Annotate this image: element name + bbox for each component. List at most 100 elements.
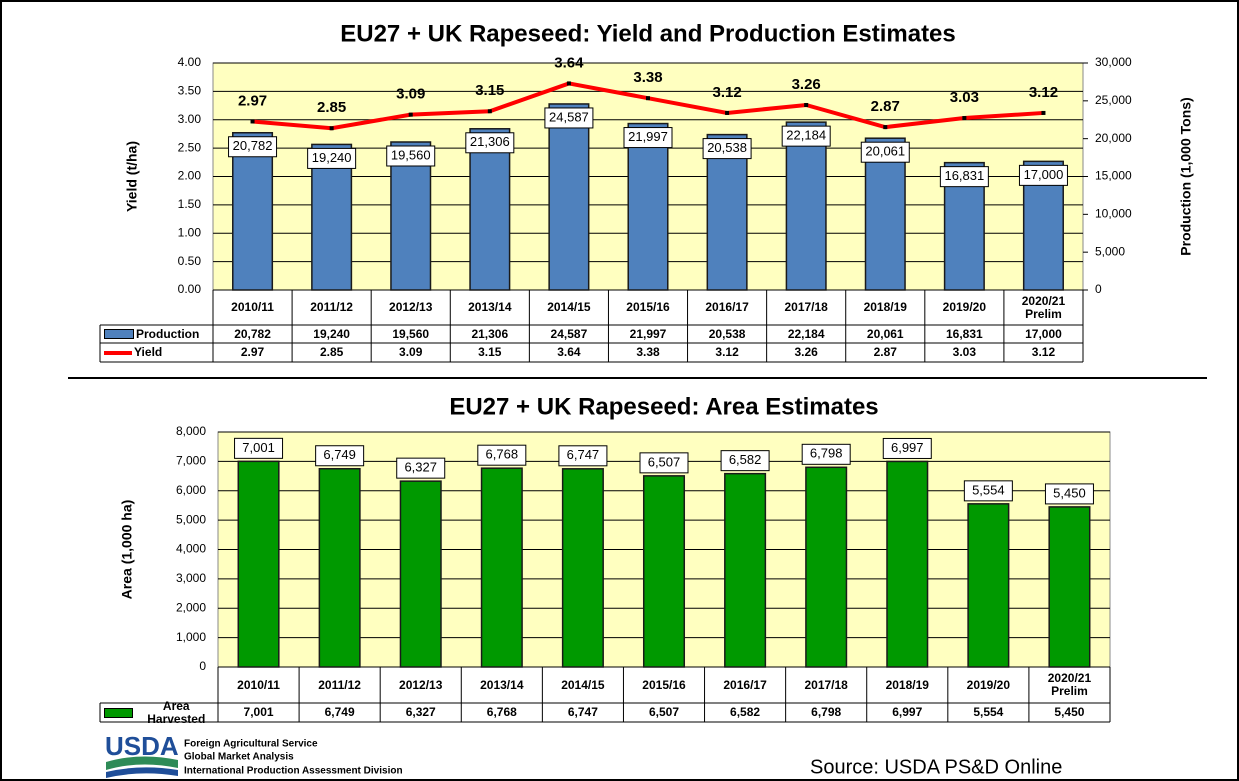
y-tick-label: 2.50 — [178, 140, 202, 154]
y-axis-label: Yield (t/ha) — [124, 141, 140, 212]
y-tick-label: 5,000 — [176, 512, 206, 526]
table-value: 6,768 — [461, 703, 542, 722]
line-marker — [962, 116, 967, 121]
data-label-box — [558, 445, 608, 467]
legend-swatch — [104, 707, 133, 718]
table-value: 17,000 — [1004, 325, 1083, 343]
x-tick-label-text: 2018/19 — [863, 300, 907, 314]
table-value: 6,582 — [705, 703, 786, 722]
bar — [480, 467, 523, 668]
x-tick-label: 2012/13 — [380, 667, 461, 703]
x-tick-label-text: 2011/12 — [318, 677, 361, 692]
data-label: 16,831 — [944, 168, 984, 183]
y-tick-label: 4.00 — [178, 55, 202, 69]
y2-tick-label: 0 — [1095, 282, 1102, 296]
line-marker — [883, 125, 888, 130]
y2-tick-label: 10,000 — [1095, 207, 1132, 221]
x-tick-label: 2010/11 — [213, 290, 292, 325]
data-label-box — [781, 125, 831, 147]
data-label-box — [882, 437, 932, 459]
data-label: 20,061 — [865, 144, 905, 159]
logo: USDA — [105, 731, 179, 761]
table-value-text: 3.12 — [1031, 345, 1056, 359]
table-value: 20,782 — [213, 325, 292, 343]
x-tick-label: 2012/13 — [371, 290, 450, 325]
table-value-text: 6,768 — [486, 705, 517, 719]
table-value: 3.64 — [529, 343, 608, 362]
table-value: 21,306 — [450, 325, 529, 343]
y-tick-label: 2.00 — [178, 169, 202, 183]
data-label: 6,798 — [810, 446, 843, 461]
data-label: 6,747 — [567, 447, 600, 462]
data-label: 6,768 — [486, 447, 519, 462]
table-value: 19,560 — [371, 325, 450, 343]
line-marker — [408, 112, 413, 117]
table-value: 5,450 — [1029, 703, 1110, 722]
table-value-text: 24,587 — [550, 326, 588, 341]
data-label-box — [639, 452, 689, 474]
data-label: 17,000 — [1024, 167, 1064, 182]
x-tick-label: 2011/12 — [299, 667, 380, 703]
table-value-text: 7,001 — [243, 705, 274, 719]
legend-entry: Yield — [100, 343, 213, 362]
table-value-text: 6,997 — [892, 705, 923, 719]
data-label: 5,450 — [1053, 485, 1086, 500]
bar — [706, 133, 748, 291]
x-tick-label: 2019/20 — [948, 667, 1029, 703]
x-tick-label-text: 2017/18 — [784, 300, 828, 314]
y-axis-label: Area (1,000 ha) — [119, 500, 135, 600]
table-value: 20,538 — [688, 325, 767, 343]
data-label: 3.26 — [792, 76, 821, 93]
x-tick-label-text: 2020/21 Prelim — [1047, 671, 1092, 698]
y-tick-label: 7,000 — [176, 454, 206, 468]
y-tick-label: 8,000 — [176, 424, 206, 438]
x-tick-label-text: 2019/20 — [942, 300, 987, 314]
data-label: 21,997 — [628, 129, 668, 144]
line-marker — [646, 96, 650, 101]
y2-tick-label: 30,000 — [1095, 55, 1132, 69]
table-value-text: 3.38 — [636, 345, 660, 359]
bar — [642, 475, 686, 668]
y-tick-label: 4,000 — [176, 542, 206, 556]
x-tick-label-text: 2015/16 — [626, 300, 670, 314]
bar — [399, 480, 442, 668]
data-label-box — [465, 132, 515, 154]
line-marker — [250, 119, 255, 124]
y2-tick-label: 20,000 — [1095, 131, 1132, 145]
y2-tick-label: 15,000 — [1095, 169, 1132, 183]
table-value-text: 20,061 — [866, 326, 904, 341]
bar — [886, 460, 929, 668]
table-value-text: 21,997 — [629, 326, 667, 341]
x-tick-label-text: 2016/17 — [705, 300, 749, 314]
data-label: 3.64 — [554, 54, 584, 71]
y-tick-label: 3.50 — [178, 84, 202, 98]
table-value: 2.97 — [213, 343, 292, 362]
table-value: 2.87 — [846, 343, 925, 362]
table-value-text: 3.03 — [952, 345, 977, 359]
x-tick-label: 2010/11 — [218, 667, 299, 703]
line-marker — [1041, 110, 1046, 115]
line-marker — [329, 126, 334, 131]
table-value-text: 3.12 — [715, 345, 739, 359]
table-value-text: 2.87 — [873, 345, 897, 359]
x-tick-label: 2018/19 — [846, 290, 925, 325]
data-label-box — [396, 457, 446, 479]
y2-tick-label: 5,000 — [1095, 244, 1125, 258]
legend-entry: Production — [100, 325, 213, 343]
x-tick-label: 2020/21 Prelim — [1004, 290, 1083, 325]
legend-entry-text: Production — [136, 326, 200, 341]
table-value: 21,997 — [608, 325, 687, 343]
data-label-box — [386, 145, 436, 167]
table-value: 7,001 — [218, 703, 299, 722]
bar — [237, 460, 280, 668]
data-label: 3.15 — [475, 82, 504, 99]
source: Source: USDA PS&D Online — [810, 756, 1062, 778]
y-tick-label: 0.00 — [178, 282, 202, 296]
data-label: 3.09 — [396, 86, 425, 103]
data-label-box — [702, 138, 752, 160]
table-value: 3.26 — [767, 343, 846, 362]
data-label-box — [477, 444, 527, 466]
bar — [561, 468, 604, 668]
table-value-text: 6,749 — [324, 705, 355, 719]
data-label: 6,507 — [648, 454, 681, 469]
